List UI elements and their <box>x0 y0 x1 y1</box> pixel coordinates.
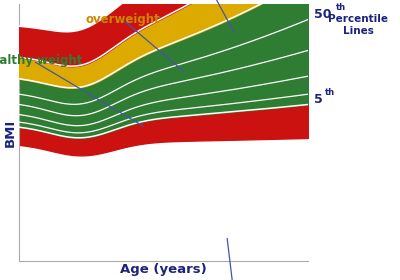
Y-axis label: BMI: BMI <box>4 119 17 147</box>
Text: th: th <box>325 88 335 97</box>
X-axis label: Age (years): Age (years) <box>120 263 206 276</box>
Text: 5: 5 <box>314 93 322 106</box>
Text: healthy weight: healthy weight <box>0 54 83 67</box>
Text: th: th <box>336 3 346 12</box>
Text: 50: 50 <box>314 8 331 21</box>
Text: Percentile
Lines: Percentile Lines <box>328 14 388 36</box>
Text: overweight: overweight <box>85 13 160 26</box>
